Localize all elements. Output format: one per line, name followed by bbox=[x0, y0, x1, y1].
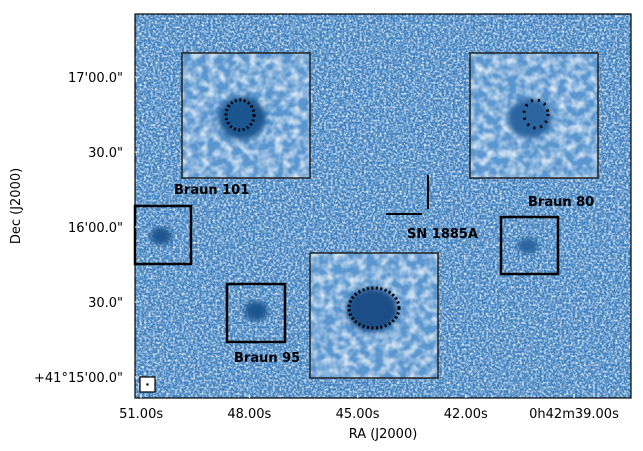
annotation: SN 1885A bbox=[407, 227, 478, 242]
x-tick-label: 45.00s bbox=[336, 407, 380, 422]
y-tick-label: 30.0" bbox=[88, 146, 123, 161]
insets bbox=[133, 52, 599, 393]
x-axis-label: RA (J2000) bbox=[349, 427, 418, 442]
x-tick-label: 42.00s bbox=[444, 407, 488, 422]
y-axis-label: Dec (J2000) bbox=[9, 168, 24, 244]
x-tick-label: 0h42m39.00s bbox=[529, 407, 619, 422]
annotation: Braun 80 bbox=[528, 195, 594, 210]
y-tick-label: +41°15'00.0" bbox=[34, 371, 123, 386]
x-tick-label: 51.00s bbox=[119, 407, 163, 422]
y-tick-label: 17'00.0" bbox=[68, 71, 123, 86]
x-tick-label: 48.00s bbox=[227, 407, 271, 422]
y-tick-label: 16'00.0" bbox=[68, 221, 123, 236]
annotation: Braun 95 bbox=[234, 351, 300, 366]
axes-frame bbox=[134, 13, 632, 399]
annotation: Braun 101 bbox=[174, 183, 249, 198]
y-tick-label: 30.0" bbox=[88, 296, 123, 311]
